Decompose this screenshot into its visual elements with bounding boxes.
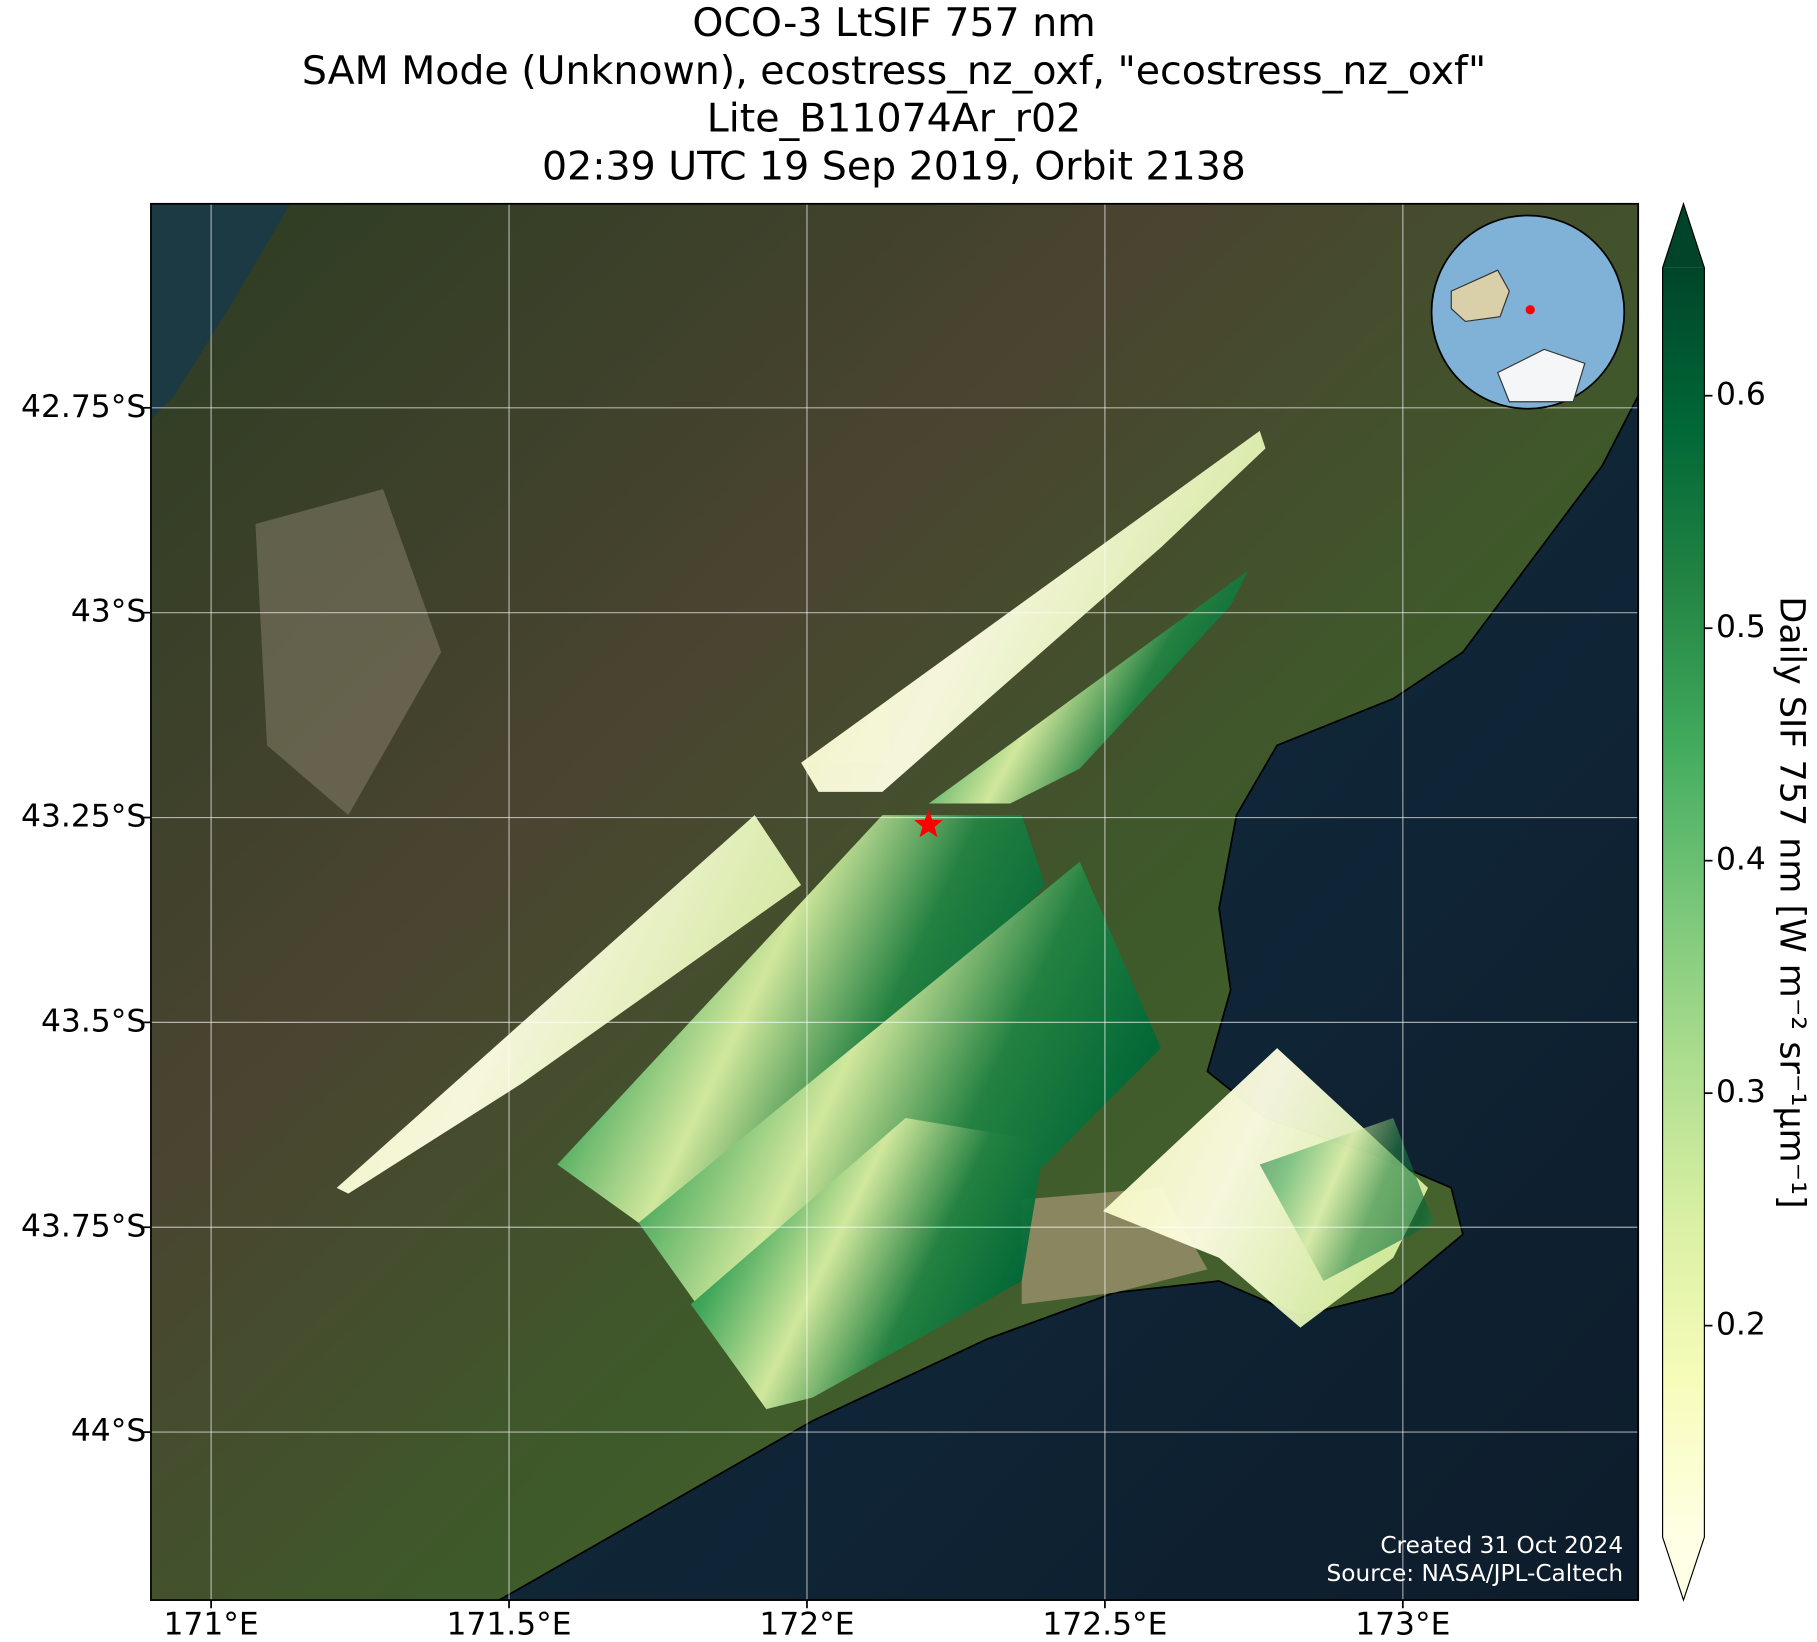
sif-swaths [336,430,1434,1410]
x-tick-label: 171°E [163,1607,258,1642]
swath [801,430,1266,792]
created-note: Created 31 Oct 2024 [1380,1532,1623,1559]
colorbar-tick-label: 0.4 [1716,842,1766,878]
globe-australia [1450,269,1510,323]
y-tick-label: 43.5°S [41,1003,146,1039]
colorbar-label: Daily SIF 757 nm [W m⁻² sr⁻¹μm⁻¹] [1771,596,1811,1208]
globe-site-marker [1525,305,1535,315]
x-tick-label: 172.5°E [1042,1607,1167,1642]
y-tick-label: 43.75°S [21,1208,146,1244]
x-tick-label: 173°E [1355,1607,1450,1642]
source-note: Source: NASA/JPL-Caltech [1327,1560,1624,1587]
colorbar-outline [1662,201,1705,1602]
y-tick-label: 43°S [71,594,146,630]
title-line: SAM Mode (Unknown), ecostress_nz_oxf, "e… [302,48,1486,94]
swath [1259,1117,1434,1281]
colorbar-tick-label: 0.2 [1716,1307,1766,1343]
colorbar-tick-label: 0.3 [1716,1074,1766,1110]
swath [557,815,1045,1223]
x-tick-label: 171.5°E [446,1607,571,1642]
colorbar-extend-bottom [1662,1537,1705,1601]
title-line: OCO-3 LtSIF 757 nm [692,0,1095,46]
site-marker [914,809,943,838]
colorbar-tick-label: 0.5 [1716,609,1766,645]
y-tick-label: 44°S [71,1413,146,1449]
swath [638,861,1162,1305]
colorbar [1662,267,1705,1538]
y-tick-label: 43.25°S [21,799,146,835]
map-frame [150,202,1640,1601]
x-tick-label: 172°E [759,1607,854,1642]
swath [690,1117,1045,1410]
map-background [150,203,1639,1601]
colorbar-extend-top [1662,203,1705,268]
grid [150,203,1639,1601]
mountains [255,489,442,816]
swath [928,570,1249,804]
swath [336,815,802,1194]
globe-antarctica [1496,348,1586,403]
sea-northwest [150,203,291,420]
y-tick-label: 42.75°S [21,389,146,425]
title-line: 02:39 UTC 19 Sep 2019, Orbit 2138 [542,143,1246,189]
title-line: Lite_B11074Ar_r02 [707,96,1081,142]
colorbar-tick-label: 0.6 [1716,377,1766,413]
